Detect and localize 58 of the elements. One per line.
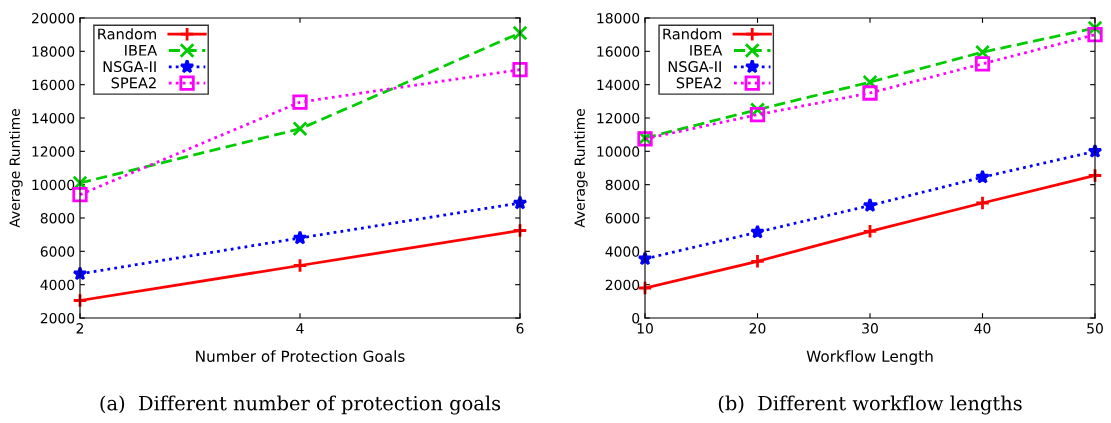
legend-label: IBEA: [125, 44, 158, 56]
point: [1087, 27, 1103, 43]
legend-label: SPEA2: [676, 77, 721, 89]
y-tick-label: 4000: [40, 279, 75, 291]
y-tick-label: 6000: [605, 212, 640, 224]
legend-label: Random: [663, 28, 722, 40]
y-tick-label: 4000: [605, 246, 640, 257]
point: [292, 121, 308, 137]
point: [862, 223, 878, 239]
legend-label: SPEA2: [111, 77, 156, 89]
x-axis-title: Workflow Length: [806, 350, 933, 365]
x-tick-label: 2: [76, 323, 84, 334]
point: [750, 224, 765, 239]
y-tick-label: 10000: [32, 179, 75, 191]
y-tick-label: 2000: [605, 279, 640, 291]
point: [975, 169, 990, 184]
y-tick-label: 18000: [32, 46, 75, 57]
x-tick-label: 50: [1087, 323, 1103, 334]
y-axis-title: Average Runtime: [574, 109, 588, 228]
x-tick-label: 20: [749, 323, 766, 334]
y-tick-label: 16000: [32, 79, 75, 91]
point: [862, 85, 878, 101]
x-tick-label: 4: [296, 323, 304, 334]
x-tick-label: 6: [516, 323, 524, 334]
y-tick-label: 8000: [605, 179, 640, 191]
legend-label: IBEA: [690, 44, 723, 56]
y-tick-label: 10000: [597, 146, 640, 157]
point: [749, 107, 766, 123]
y-tick-label: 20000: [31, 12, 75, 24]
y-tick-label: 14000: [597, 79, 640, 91]
point: [974, 56, 991, 72]
point: [512, 62, 528, 78]
y-tick-label: 16000: [597, 46, 640, 57]
y-tick-label: 0: [632, 312, 640, 324]
legend-label: NSGA-II: [103, 61, 156, 73]
point: [862, 197, 878, 212]
y-tick-label: 12000: [32, 146, 75, 157]
y-tick-label: 14000: [32, 112, 75, 124]
legend-label: NSGA-II: [668, 61, 721, 73]
x-axis-title: Number of Protection Goals: [196, 350, 405, 363]
point: [749, 253, 766, 269]
legend-label: Random: [98, 28, 156, 40]
point: [292, 230, 308, 245]
y-axis-title: Average Runtime: [9, 109, 23, 228]
y-tick-label: 8000: [40, 212, 75, 224]
point: [292, 257, 308, 274]
y-tick-label: 18000: [597, 12, 640, 24]
y-tick-label: 2000: [40, 312, 75, 324]
point: [292, 94, 308, 110]
x-tick-label: 40: [974, 323, 991, 334]
point: [974, 195, 991, 211]
y-tick-label: 6000: [40, 246, 75, 257]
point: [512, 25, 528, 41]
y-tick-label: 12000: [597, 112, 640, 124]
x-tick-label: 30: [862, 323, 878, 334]
x-tick-label: 10: [637, 323, 653, 334]
text: (b) Different workflow lengths: [718, 395, 1022, 415]
text: (a) Different number of protection goals: [100, 395, 501, 415]
